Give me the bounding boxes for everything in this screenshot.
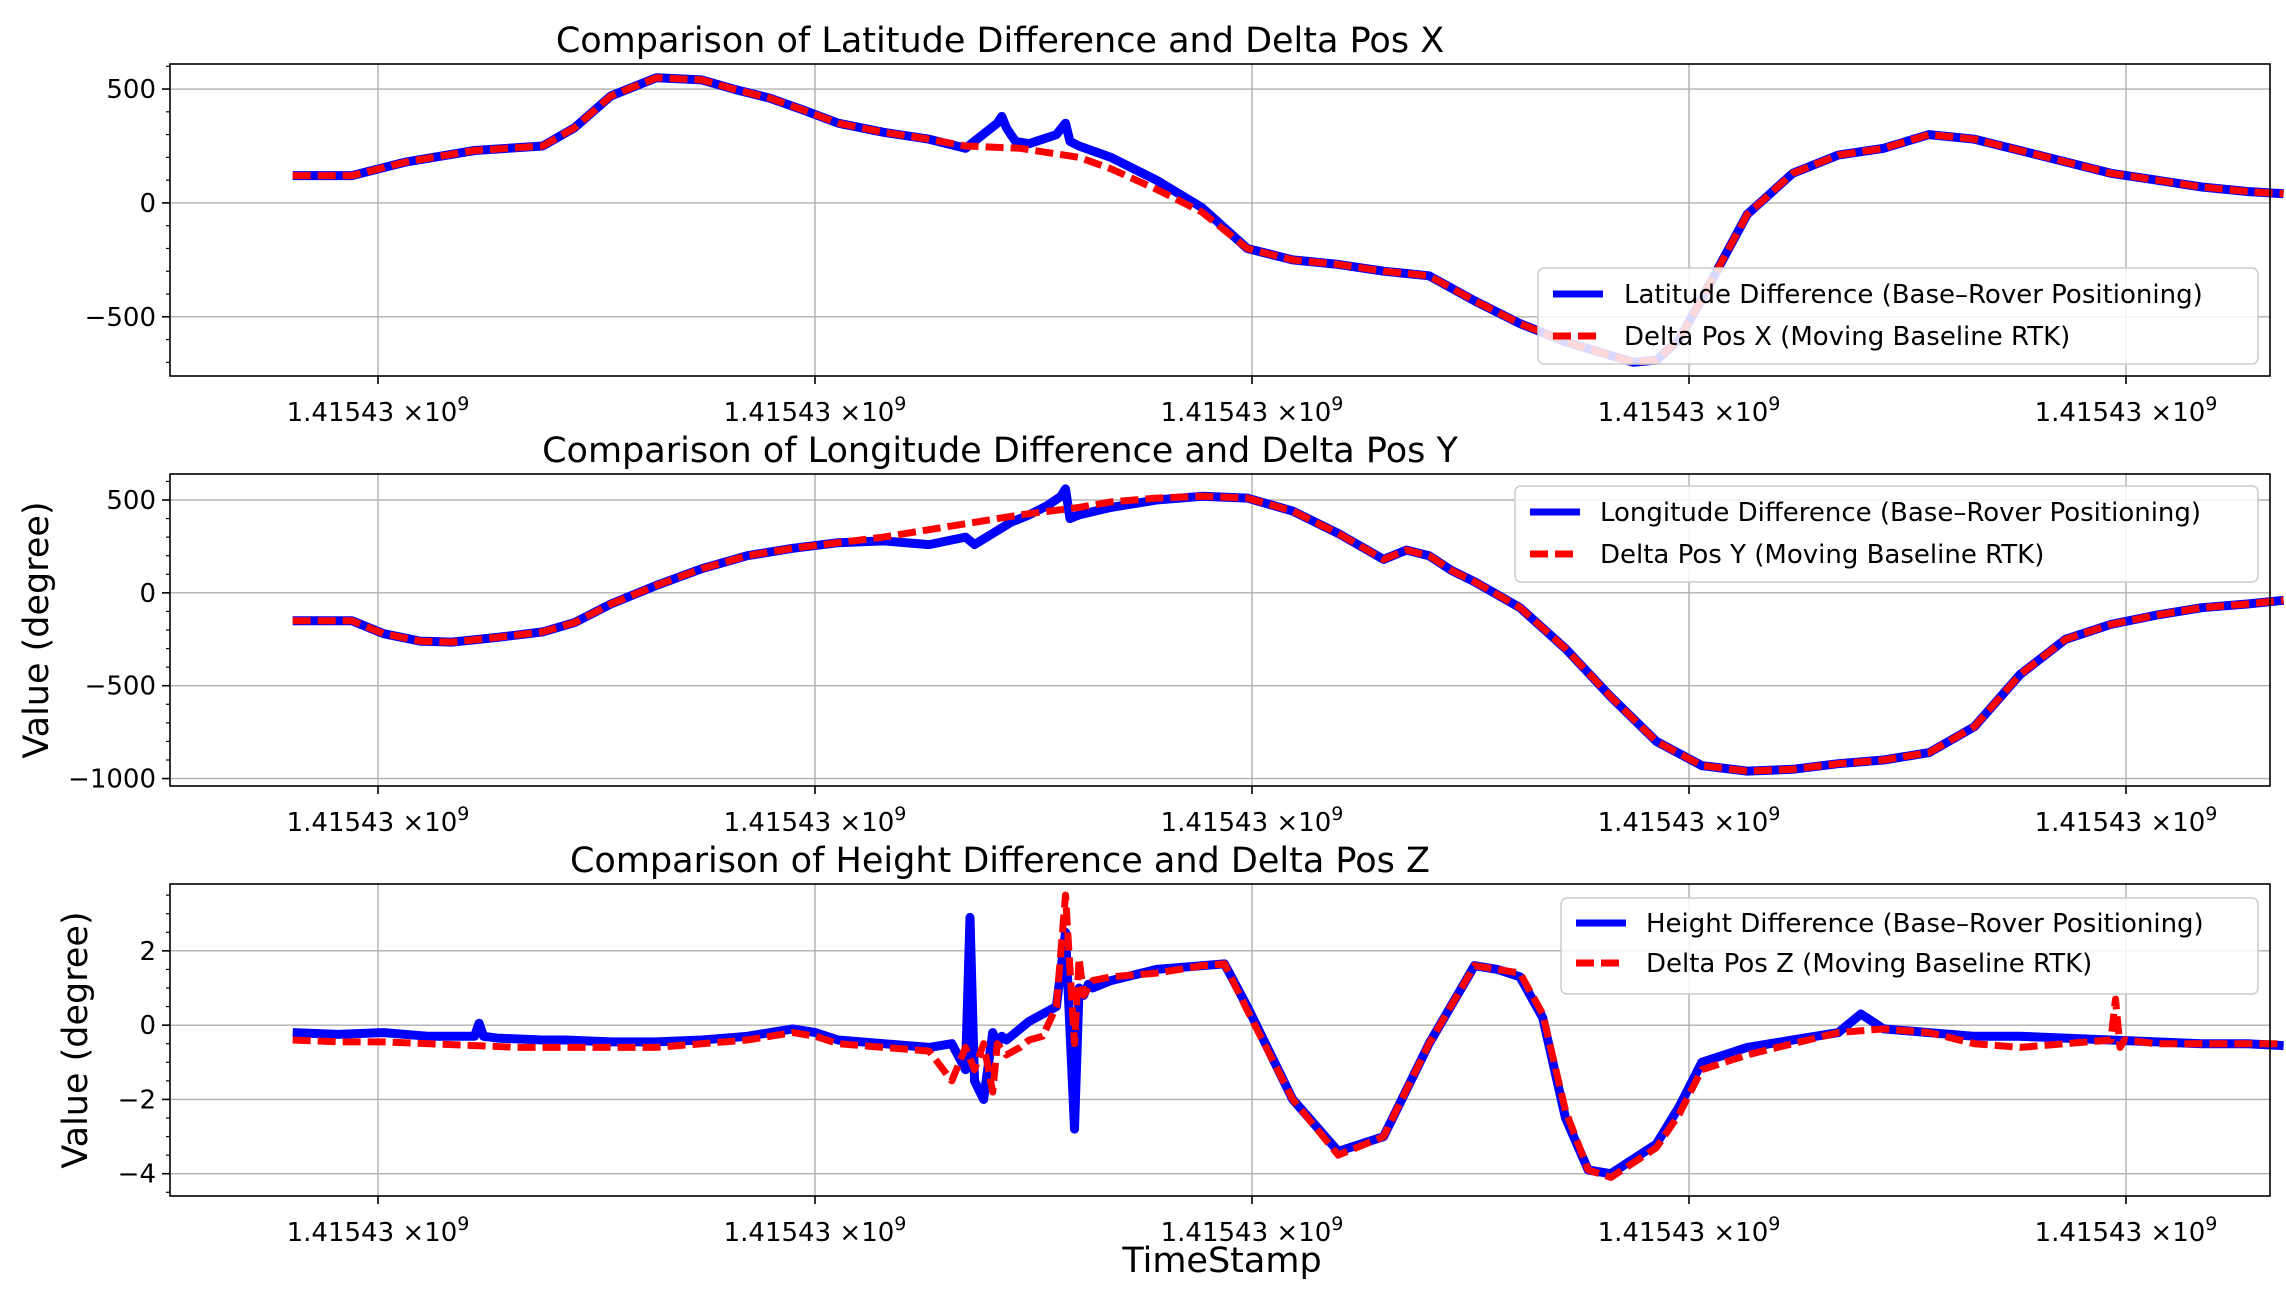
y-tick-label: −500: [85, 303, 156, 333]
legend-label: Delta Pos Y (Moving Baseline RTK): [1600, 540, 2044, 570]
x-axis: 1.41543 ×109 1.41543 ×109 1.41543 ×109 1.41…: [287, 376, 2218, 428]
x-tick-label: 1.41543 ×109: [1598, 393, 1781, 428]
x-tick-label: 1.41543 ×109: [287, 393, 470, 428]
x-tick-label: 1.41543 ×109: [724, 1213, 907, 1248]
y-axis: 500 0 −500: [85, 65, 170, 363]
series-line-delta-pos: [292, 492, 2284, 775]
x-tick-label: 1.41543 ×109: [1161, 803, 1344, 838]
y-axis-label: Value (degree): [17, 501, 57, 758]
subplot-title: Comparison of Longitude Difference and D…: [542, 431, 1458, 471]
series-layer: [292, 73, 2284, 367]
series-line-delta-pos: [292, 891, 2284, 1181]
x-tick-label: 1.41543 ×109: [1598, 803, 1781, 838]
subplot-title: Comparison of Latitude Difference and De…: [556, 21, 1444, 61]
legend-label: Latitude Difference (Base–Rover Position…: [1624, 280, 2203, 310]
y-tick-label: −500: [85, 672, 156, 702]
x-axis: 1.41543 ×109 1.41543 ×109 1.41543 ×109 1.41…: [287, 786, 2218, 838]
y-axis: 500 0 −500 −1000: [68, 480, 170, 795]
y-tick-label: −4: [118, 1160, 156, 1190]
subplot-height: Comparison of Height Difference and Delt…: [56, 841, 2284, 1248]
series-layer: [292, 891, 2284, 1181]
legend-frame: [1537, 267, 2259, 365]
x-tick-label: 1.41543 ×109: [287, 803, 470, 838]
x-tick-label: 1.41543 ×109: [1161, 393, 1344, 428]
y-axis: 2 0 −2 −4: [118, 894, 170, 1193]
series-line-delta-pos: [292, 74, 2284, 366]
y-tick-label: 0: [139, 1011, 156, 1041]
y-tick-label: −1000: [68, 765, 156, 795]
y-axis-label: Value (degree): [56, 911, 96, 1168]
legend-label: Delta Pos Z (Moving Baseline RTK): [1646, 949, 2092, 979]
x-tick-label: 1.41543 ×109: [287, 1213, 470, 1248]
x-tick-label: 1.41543 ×109: [1161, 1213, 1344, 1248]
x-tick-label: 1.41543 ×109: [724, 393, 907, 428]
y-tick-label: 0: [139, 579, 156, 609]
legend-label: Longitude Difference (Base–Rover Positio…: [1600, 498, 2201, 528]
y-tick-label: 500: [106, 75, 156, 105]
legend: Latitude Difference (Base–Rover Position…: [1537, 267, 2259, 365]
x-tick-label: 1.41543 ×109: [2035, 803, 2218, 838]
subplot-longitude: Comparison of Longitude Difference and D…: [17, 431, 2285, 838]
y-tick-label: 2: [139, 937, 156, 967]
legend-frame: [1514, 485, 2259, 583]
legend: Longitude Difference (Base–Rover Positio…: [1514, 485, 2259, 583]
plot-frame: [169, 883, 2271, 1197]
x-tick-label: 1.41543 ×109: [724, 803, 907, 838]
legend-frame: [1560, 897, 2259, 995]
subplot-latitude: Comparison of Latitude Difference and De…: [85, 21, 2284, 428]
legend-label: Height Difference (Base–Rover Positionin…: [1646, 909, 2204, 939]
x-tick-label: 1.41543 ×109: [2035, 393, 2218, 428]
x-tick-label: 1.41543 ×109: [2035, 1213, 2218, 1248]
plot-frame: [169, 63, 2271, 377]
series-layer: [292, 484, 2285, 776]
legend-label: Delta Pos X (Moving Baseline RTK): [1624, 322, 2070, 352]
y-tick-label: 500: [106, 486, 156, 516]
subplot-title: Comparison of Height Difference and Delt…: [570, 841, 1430, 881]
y-tick-label: −2: [118, 1085, 156, 1115]
y-tick-label: 0: [139, 189, 156, 219]
x-axis: 1.41543 ×109 1.41543 ×109 1.41543 ×109 1.41…: [287, 1196, 2218, 1248]
x-tick-label: 1.41543 ×109: [1598, 1213, 1781, 1248]
legend: Height Difference (Base–Rover Positionin…: [1560, 897, 2259, 995]
x-axis-label: TimeStamp: [1121, 1241, 1321, 1281]
